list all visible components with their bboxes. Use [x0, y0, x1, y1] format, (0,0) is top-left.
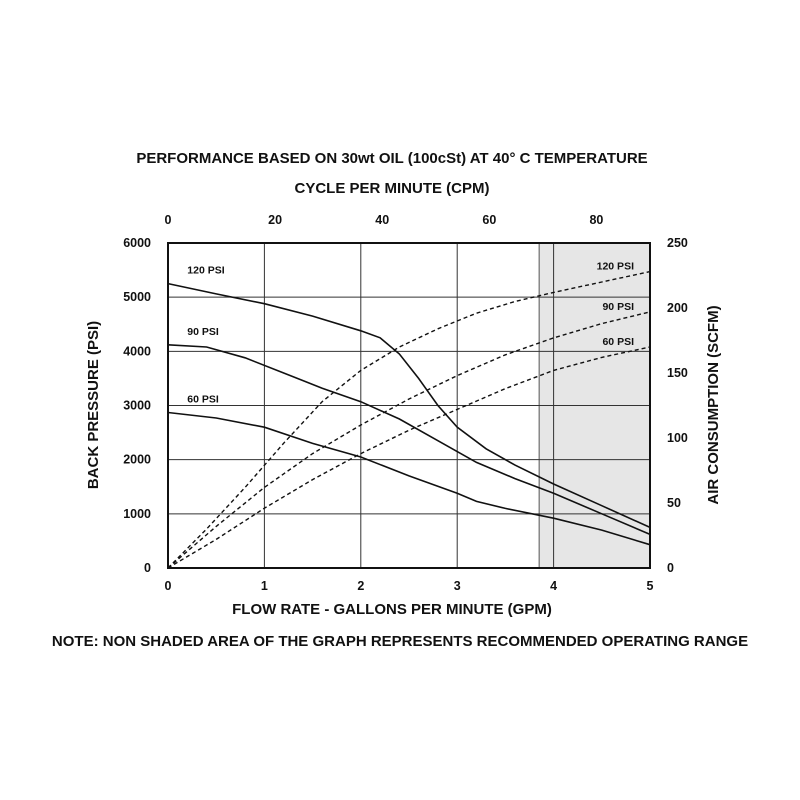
left-tick-label: 6000 — [123, 236, 151, 250]
air-curve-label: 90 PSI — [602, 301, 634, 313]
top-tick-label: 0 — [165, 213, 172, 227]
pressure-curve-120-psi — [167, 282, 651, 529]
chart-title: PERFORMANCE BASED ON 30wt OIL (100cSt) A… — [136, 150, 647, 167]
top-tick-label: 80 — [589, 213, 603, 227]
pressure-curve-60-psi — [167, 411, 651, 546]
left-tick-label: 0 — [144, 561, 151, 575]
operating-range-note: NOTE: NON SHADED AREA OF THE GRAPH REPRE… — [52, 633, 748, 650]
top-axis-title: CYCLE PER MINUTE (CPM) — [295, 180, 490, 197]
air-curve-60-psi — [167, 346, 651, 569]
left-tick-label: 4000 — [123, 344, 151, 358]
right-tick-label: 200 — [667, 301, 688, 315]
x-tick-label: 3 — [454, 579, 461, 593]
right-tick-label: 0 — [667, 561, 674, 575]
top-tick-label: 20 — [268, 213, 282, 227]
air-curve-120-psi — [167, 270, 651, 569]
bottom-axis-title: FLOW RATE - GALLONS PER MINUTE (GPM) — [232, 601, 552, 618]
air-curve-label: 120 PSI — [597, 261, 634, 273]
right-tick-label: 100 — [667, 431, 688, 445]
chart-grid — [168, 243, 650, 568]
left-tick-label: 3000 — [123, 399, 151, 413]
pressure-curve-90-psi — [167, 344, 651, 536]
left-tick-label: 1000 — [123, 507, 151, 521]
right-tick-label: 50 — [667, 496, 681, 510]
x-tick-label: 5 — [647, 579, 654, 593]
plot-frame — [167, 242, 651, 569]
axis-ticks: 0 1 2 3 4 50 20 40 60 800100020003000400050006000… — [123, 213, 688, 593]
pressure-curve-label: 60 PSI — [187, 394, 219, 406]
left-axis-title: BACK PRESSURE (PSI) — [85, 321, 102, 489]
x-tick-label: 1 — [261, 579, 268, 593]
top-tick-label: 60 — [482, 213, 496, 227]
x-tick-label: 0 — [165, 579, 172, 593]
right-tick-label: 150 — [667, 366, 688, 380]
pressure-curve-label: 90 PSI — [187, 326, 219, 338]
chart-curves: 120 PSI 90 PSI 60 PSI 120 PSI 90 PSI 60 PSI — [167, 261, 651, 569]
air-curve-label: 60 PSI — [602, 336, 634, 348]
right-tick-label: 250 — [667, 236, 688, 250]
air-curve-90-psi — [167, 311, 651, 569]
left-tick-label: 2000 — [123, 453, 151, 467]
x-tick-label: 2 — [357, 579, 364, 593]
x-tick-label: 4 — [550, 579, 557, 593]
pressure-curve-label: 120 PSI — [187, 265, 224, 277]
top-tick-label: 40 — [375, 213, 389, 227]
right-axis-title: AIR CONSUMPTION (SCFM) — [705, 305, 722, 504]
left-tick-label: 5000 — [123, 290, 151, 304]
